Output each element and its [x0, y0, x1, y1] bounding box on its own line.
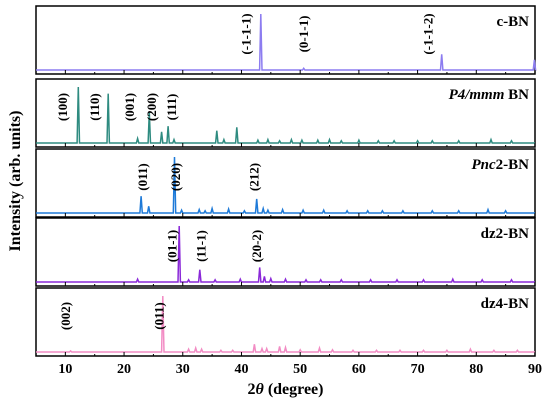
peak-label: (011)	[135, 163, 150, 190]
x-axis-label: 2θ (degree)	[248, 381, 324, 398]
panel-name-part: dz2-BN	[481, 226, 530, 242]
panel-4: dz4-BN (002) (011)	[35, 287, 536, 357]
peak-label: (020)	[168, 163, 183, 191]
x-tick-label: 30	[176, 362, 190, 377]
panel-3: dz2-BN (01-1) (11-1) (20-2)	[35, 217, 536, 287]
panel-name-part: Pnc	[471, 157, 496, 173]
peak-label: (001)	[122, 93, 137, 121]
x-axis-label-theta: θ	[256, 381, 265, 398]
y-axis-label: Intensity (arb. units)	[7, 111, 24, 252]
panel-frame	[35, 78, 536, 148]
x-tick-label: 50	[293, 362, 307, 377]
panel-frame	[35, 217, 536, 287]
panel-frame	[35, 287, 536, 357]
x-tick-label: 10	[58, 362, 72, 377]
x-tick-label: 90	[528, 362, 542, 377]
panel-2: Pnc2-BN (011) (020) (212)	[35, 148, 536, 218]
x-axis-label-unit: (degree)	[264, 381, 324, 398]
panel-name: dz2-BN	[481, 226, 530, 242]
panel-name-part: P4/mmm	[449, 87, 505, 103]
panel-name: Pnc2-BN	[471, 157, 529, 173]
peak-label: (-1-1-1)	[238, 13, 253, 54]
x-tick-label: 60	[352, 362, 366, 377]
x-tick-label: 20	[117, 362, 131, 377]
peak-label: (011)	[151, 302, 166, 329]
x-tick-label: 40	[234, 362, 248, 377]
panel-name-part: BN	[504, 87, 529, 103]
spectrum-line	[36, 13, 537, 71]
panel-frame	[35, 5, 536, 75]
peak-label: (110)	[87, 93, 102, 120]
peak-label: (212)	[247, 163, 262, 191]
spectrum-line	[36, 156, 535, 214]
peak-label: (0-1-1)	[296, 16, 311, 53]
panel-name: dz4-BN	[481, 296, 530, 312]
panel-name: P4/mmm BN	[449, 87, 530, 103]
x-axis-label-num: 2	[248, 381, 256, 398]
panel-name-part: 2-BN	[496, 157, 530, 173]
panel-frame	[35, 148, 536, 218]
peak-label: (002)	[58, 302, 73, 330]
peak-label: (20-2)	[249, 230, 264, 263]
x-tick-label: 80	[469, 362, 483, 377]
panel-name-part: c-BN	[497, 14, 530, 30]
panel-0: c-BN (-1-1-1) (0-1-1) (-1-1-2)	[35, 5, 537, 75]
panel-name-part: dz4-BN	[481, 296, 530, 312]
spectrum-line	[36, 225, 535, 283]
peak-label: (100)	[55, 93, 70, 121]
peak-label: (111)	[164, 94, 179, 121]
peak-label: (-1-1-2)	[420, 13, 435, 54]
peak-label: (01-1)	[164, 230, 179, 263]
peak-label: (11-1)	[194, 230, 209, 262]
spectrum-line	[36, 86, 535, 144]
panel-name: c-BN	[497, 14, 530, 30]
peak-label: (200)	[144, 93, 159, 121]
spectrum-line	[36, 295, 535, 353]
panel-1: P4/mmm BN (100) (110) (001) (200) (111)	[35, 78, 536, 148]
x-tick-label: 70	[411, 362, 425, 377]
